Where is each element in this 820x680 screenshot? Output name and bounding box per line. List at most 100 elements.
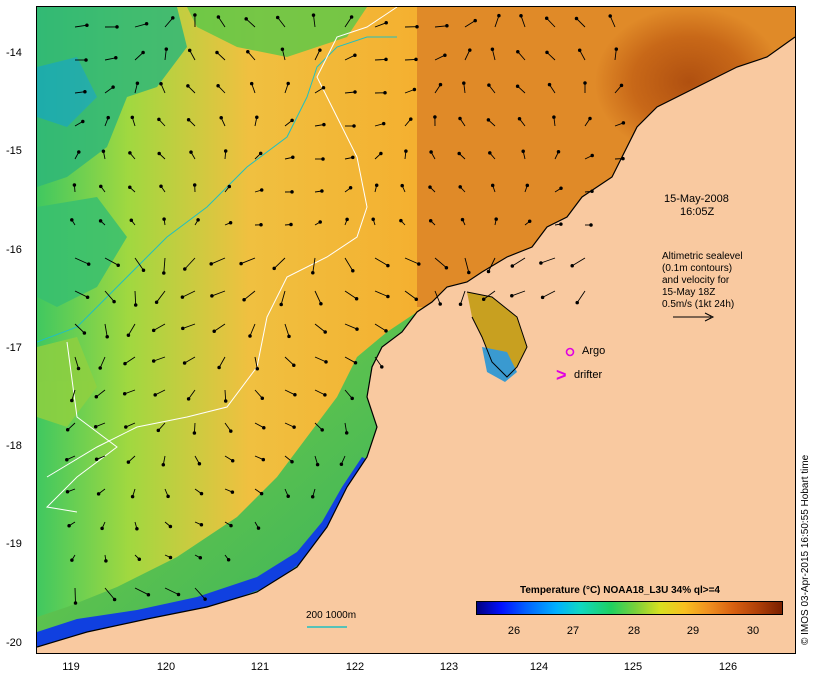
- velocity-arrow-head: [84, 58, 88, 62]
- velocity-arrow: [520, 15, 526, 28]
- velocity-arrow-head: [229, 429, 233, 433]
- velocity-arrow-head: [249, 81, 254, 86]
- velocity-arrow: [154, 389, 166, 396]
- velocity-arrow: [211, 290, 226, 297]
- king-sound-head: [482, 347, 517, 382]
- velocity-arrow-head: [355, 327, 359, 331]
- velocity-arrow-head: [490, 183, 495, 188]
- velocity-arrow-head: [115, 25, 119, 29]
- velocity-arrow-head: [146, 592, 151, 597]
- velocity-arrow-head: [486, 269, 491, 274]
- velocity-arrow: [374, 323, 387, 332]
- lon-label: 120: [156, 661, 176, 673]
- drifter-marker: >: [556, 365, 567, 385]
- velocity-arrow: [542, 290, 556, 298]
- velocity-arrow-head: [183, 267, 187, 271]
- velocity-arrow: [184, 356, 196, 364]
- velocity-arrow: [483, 290, 496, 300]
- velocity-arrow-head: [162, 217, 166, 221]
- velocity-arrow-head: [323, 330, 327, 334]
- velocity-arrow-head: [458, 185, 462, 189]
- velocity-arrow-head: [339, 462, 344, 466]
- velocity-arrow-head: [156, 428, 161, 433]
- velocity-arrow-head: [223, 149, 228, 153]
- velocity-arrow-head: [248, 334, 252, 338]
- velocity-arrow-head: [259, 491, 264, 496]
- velocity-arrow-head: [77, 150, 81, 154]
- velocity-arrow-head: [494, 217, 498, 221]
- velocity-arrow-head: [433, 115, 437, 119]
- colorbar-tick: 28: [627, 625, 641, 637]
- king-sound-shore: [466, 291, 528, 378]
- velocity-arrow: [284, 356, 295, 366]
- lat-label: -20: [6, 637, 22, 649]
- velocity-arrow-head: [72, 183, 77, 187]
- velocity-arrow-head: [228, 220, 233, 225]
- velocity-arrow-head: [487, 83, 491, 87]
- velocity-arrow-head: [262, 425, 266, 430]
- velocity-arrow-head: [583, 81, 587, 85]
- velocity-arrow-head: [209, 262, 213, 266]
- velocity-arrow-head: [159, 184, 163, 188]
- velocity-arrow-head: [244, 17, 248, 21]
- velocity-arrow-head: [106, 115, 110, 120]
- velocity-arrows: [65, 13, 626, 605]
- velocity-arrow: [344, 389, 353, 399]
- velocity-arrow: [464, 20, 476, 28]
- velocity-arrow-head: [517, 117, 522, 121]
- altimetry-note-line: Altimetric sealevel: [662, 251, 743, 262]
- contour-200m: [46, 7, 398, 478]
- velocity-arrow: [374, 257, 389, 266]
- velocity-arrow-head: [319, 301, 323, 306]
- velocity-arrow-head: [286, 494, 290, 499]
- velocity-arrow-head: [353, 361, 358, 365]
- velocity-arrow-head: [490, 47, 495, 52]
- velocity-arrow-head: [399, 218, 403, 223]
- velocity-arrow: [211, 257, 226, 265]
- velocity-arrow: [517, 51, 526, 61]
- velocity-arrow-head: [315, 462, 320, 467]
- velocity-arrow-head: [488, 151, 492, 155]
- velocity-arrow-head: [182, 361, 187, 365]
- velocity-arrow-head: [126, 333, 131, 337]
- velocity-arrow-head: [192, 431, 197, 435]
- velocity-arrow: [182, 323, 196, 329]
- velocity-arrow: [494, 15, 500, 28]
- velocity-arrow: [434, 290, 441, 305]
- velocity-arrow-head: [287, 334, 291, 339]
- velocity-arrow-head: [468, 48, 472, 52]
- velocity-arrow: [374, 290, 389, 297]
- velocity-arrow: [74, 323, 85, 334]
- velocity-arrow-head: [70, 558, 74, 562]
- velocity-arrow-head: [510, 264, 515, 268]
- velocity-arrow-head: [521, 149, 525, 153]
- colorbar-title: Temperature (°C) NOAA18_L3U 34% ql>=4: [520, 585, 720, 596]
- velocity-arrow-head: [153, 393, 157, 397]
- velocity-arrow-head: [114, 56, 118, 60]
- velocity-arrow-head: [215, 50, 219, 55]
- sst-map: [36, 6, 796, 654]
- coastline: [37, 36, 795, 648]
- velocity-arrow: [254, 356, 258, 369]
- velocity-arrow: [74, 24, 87, 28]
- velocity-arrow-head: [135, 81, 140, 86]
- velocity-arrow-head: [415, 24, 419, 29]
- velocity-arrow-head: [259, 223, 263, 227]
- lat-label: -18: [6, 440, 22, 452]
- velocity-arrow: [434, 54, 446, 61]
- velocity-arrow-head: [386, 263, 390, 268]
- velocity-arrow-head: [141, 268, 146, 273]
- velocity-arrow-head: [130, 494, 135, 499]
- velocity-arrow-head: [186, 117, 191, 122]
- velocity-arrow-head: [289, 222, 293, 227]
- velocity-arrow-head: [400, 183, 404, 188]
- velocity-arrow: [134, 52, 144, 61]
- velocity-arrow: [464, 49, 471, 61]
- velocity-arrow-head: [384, 57, 388, 62]
- velocity-arrow-head: [444, 265, 449, 270]
- lon-label: 122: [345, 661, 365, 673]
- velocity-arrow-head: [161, 463, 166, 467]
- velocity-arrow-head: [230, 490, 235, 494]
- velocity-arrow-head: [187, 48, 192, 53]
- velocity-arrow: [124, 356, 136, 364]
